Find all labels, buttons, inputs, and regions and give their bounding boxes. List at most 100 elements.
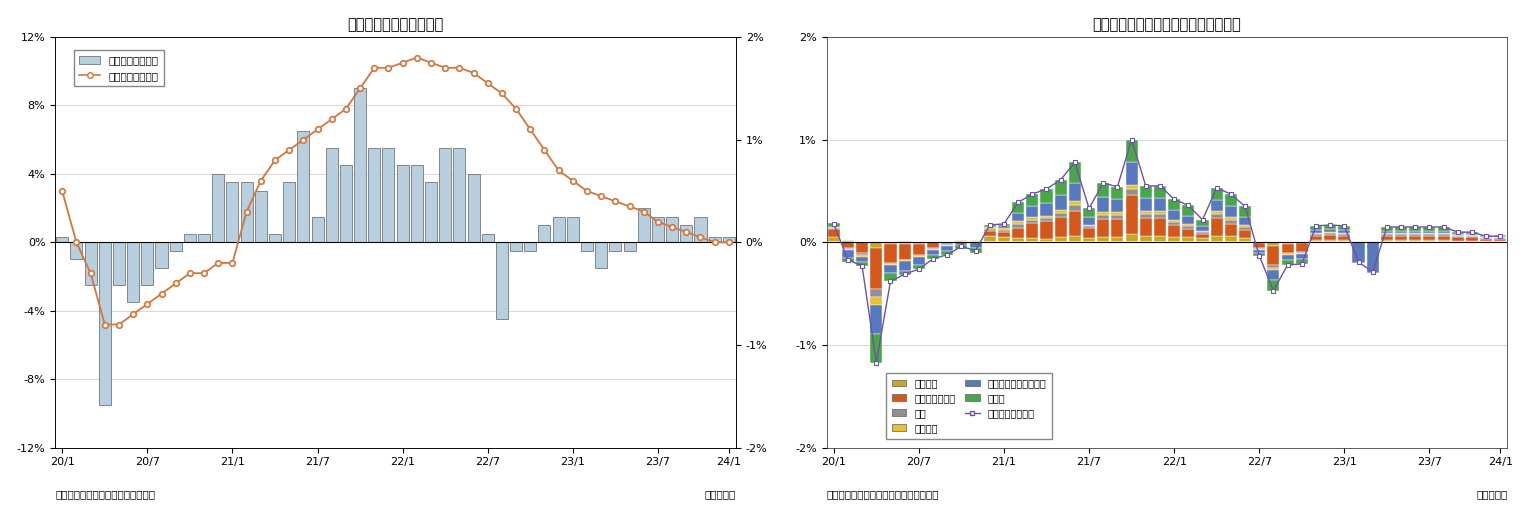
- Bar: [984, 231, 995, 236]
- Bar: [1055, 217, 1067, 237]
- Bar: [1154, 214, 1167, 218]
- Bar: [1451, 242, 1464, 243]
- Bar: [1281, 254, 1294, 255]
- Bar: [1125, 140, 1138, 162]
- Bar: [942, 247, 954, 251]
- Bar: [680, 225, 692, 243]
- Bar: [609, 243, 622, 251]
- Bar: [1395, 231, 1407, 233]
- Bar: [885, 264, 897, 265]
- Bar: [57, 237, 69, 243]
- Bar: [1395, 227, 1407, 231]
- Bar: [141, 243, 153, 285]
- Bar: [1281, 260, 1294, 265]
- Bar: [1168, 225, 1180, 237]
- Bar: [84, 243, 96, 285]
- Bar: [1182, 237, 1194, 243]
- Bar: [1480, 238, 1493, 240]
- Bar: [1467, 232, 1477, 234]
- Bar: [969, 243, 981, 248]
- Bar: [1467, 236, 1477, 237]
- Bar: [942, 246, 954, 247]
- Bar: [1098, 215, 1110, 219]
- Bar: [1424, 231, 1436, 233]
- Bar: [410, 166, 423, 243]
- Bar: [1338, 236, 1350, 241]
- Bar: [842, 250, 854, 258]
- Bar: [1041, 240, 1052, 243]
- Bar: [1338, 226, 1350, 230]
- Text: （年・月）: （年・月）: [1476, 489, 1508, 499]
- Bar: [1225, 236, 1237, 243]
- Bar: [1494, 238, 1507, 240]
- Bar: [926, 255, 939, 259]
- Bar: [340, 166, 352, 243]
- Bar: [842, 249, 854, 250]
- Bar: [942, 245, 954, 246]
- Bar: [1026, 194, 1038, 207]
- Bar: [1424, 234, 1436, 236]
- Bar: [1409, 227, 1421, 231]
- Bar: [1112, 212, 1124, 215]
- Bar: [652, 217, 664, 243]
- Bar: [1055, 195, 1067, 210]
- Bar: [1069, 201, 1081, 206]
- Bar: [1026, 220, 1038, 223]
- Bar: [1438, 233, 1450, 234]
- Bar: [1311, 226, 1321, 230]
- Bar: [926, 249, 939, 250]
- Bar: [1069, 236, 1081, 243]
- Bar: [998, 237, 1010, 243]
- Bar: [1125, 185, 1138, 189]
- Bar: [1381, 234, 1393, 236]
- Bar: [1268, 280, 1280, 290]
- Bar: [1154, 186, 1167, 198]
- Bar: [1480, 236, 1493, 237]
- Bar: [1168, 220, 1180, 222]
- Bar: [899, 261, 911, 271]
- Bar: [1494, 242, 1507, 243]
- Bar: [912, 265, 925, 269]
- Bar: [1338, 241, 1350, 243]
- Bar: [1125, 234, 1138, 243]
- Bar: [1098, 183, 1110, 197]
- Bar: [1268, 243, 1280, 247]
- Bar: [369, 148, 380, 243]
- Bar: [1438, 234, 1450, 236]
- Bar: [1098, 197, 1110, 212]
- Bar: [1225, 217, 1237, 220]
- Bar: [1281, 243, 1294, 245]
- Bar: [1295, 243, 1307, 244]
- Bar: [1239, 207, 1251, 217]
- Bar: [1069, 206, 1081, 211]
- Bar: [1268, 270, 1280, 280]
- Bar: [1082, 226, 1095, 228]
- Bar: [1098, 219, 1110, 237]
- Bar: [1409, 231, 1421, 233]
- Bar: [1480, 242, 1493, 243]
- Bar: [1239, 230, 1251, 238]
- Bar: [1112, 219, 1124, 237]
- Bar: [1197, 232, 1208, 234]
- Bar: [1311, 233, 1321, 234]
- Bar: [1409, 241, 1421, 243]
- Bar: [1367, 243, 1379, 273]
- Bar: [254, 191, 266, 243]
- Bar: [1041, 216, 1052, 218]
- Bar: [695, 217, 706, 243]
- Bar: [1451, 234, 1464, 235]
- Bar: [1451, 237, 1464, 242]
- Bar: [1281, 253, 1294, 254]
- Bar: [1082, 228, 1095, 238]
- Bar: [1295, 244, 1307, 252]
- Bar: [1154, 198, 1167, 211]
- Bar: [397, 166, 409, 243]
- Bar: [828, 223, 841, 227]
- Bar: [955, 241, 968, 243]
- Bar: [70, 243, 83, 260]
- Bar: [842, 241, 854, 243]
- Bar: [984, 229, 995, 231]
- Bar: [383, 148, 395, 243]
- Bar: [1311, 241, 1321, 243]
- Bar: [1154, 236, 1167, 243]
